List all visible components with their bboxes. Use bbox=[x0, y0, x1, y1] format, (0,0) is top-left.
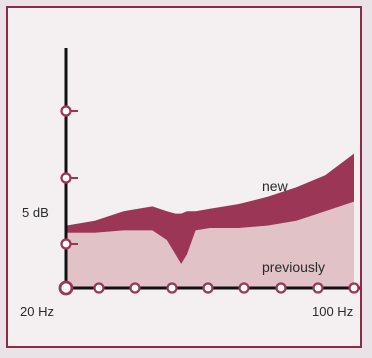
x-handle-5[interactable] bbox=[275, 282, 287, 294]
origin-handle[interactable] bbox=[58, 280, 74, 296]
y-handle-2[interactable] bbox=[60, 105, 72, 117]
area-previously bbox=[66, 201, 354, 288]
y-handle-0[interactable] bbox=[60, 238, 72, 250]
series-label-previously: previously bbox=[262, 259, 325, 275]
x-handle-3[interactable] bbox=[202, 282, 214, 294]
y-axis-marks bbox=[60, 105, 78, 250]
x-handle-0[interactable] bbox=[93, 282, 105, 294]
x-axis-marks bbox=[58, 280, 360, 296]
x-tick-label-100hz: 100 Hz bbox=[312, 304, 353, 319]
x-handle-2[interactable] bbox=[166, 282, 178, 294]
x-handle-1[interactable] bbox=[129, 282, 141, 294]
y-handle-1[interactable] bbox=[60, 172, 72, 184]
x-handle-7[interactable] bbox=[348, 282, 360, 294]
x-tick-label-20hz: 20 Hz bbox=[20, 304, 54, 319]
x-handle-6[interactable] bbox=[312, 282, 324, 294]
areas-layer bbox=[66, 153, 354, 288]
y-tick-label-5db: 5 dB bbox=[22, 205, 49, 220]
x-handle-4[interactable] bbox=[238, 282, 250, 294]
series-label-new: new bbox=[262, 178, 289, 194]
area-new bbox=[66, 153, 354, 264]
